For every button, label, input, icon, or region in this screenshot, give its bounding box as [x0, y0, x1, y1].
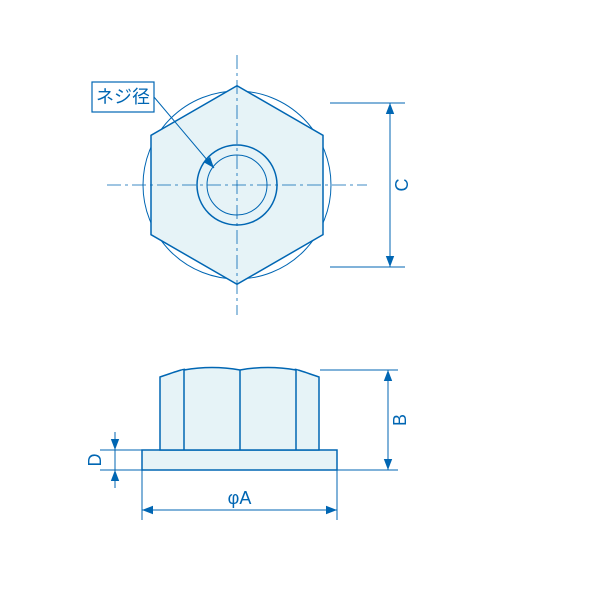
dim-c-label: C — [392, 179, 412, 192]
dim-a-label: φA — [228, 488, 252, 508]
flange-nut-drawing: ネジ径 CφA B D — [0, 0, 600, 600]
dim-b-label: B — [390, 414, 410, 426]
top-view: ネジ径 C — [92, 55, 412, 315]
side-view: φA B D — [85, 368, 410, 521]
dim-d-label: D — [85, 454, 105, 467]
thread-dia-label: ネジ径 — [96, 87, 150, 107]
